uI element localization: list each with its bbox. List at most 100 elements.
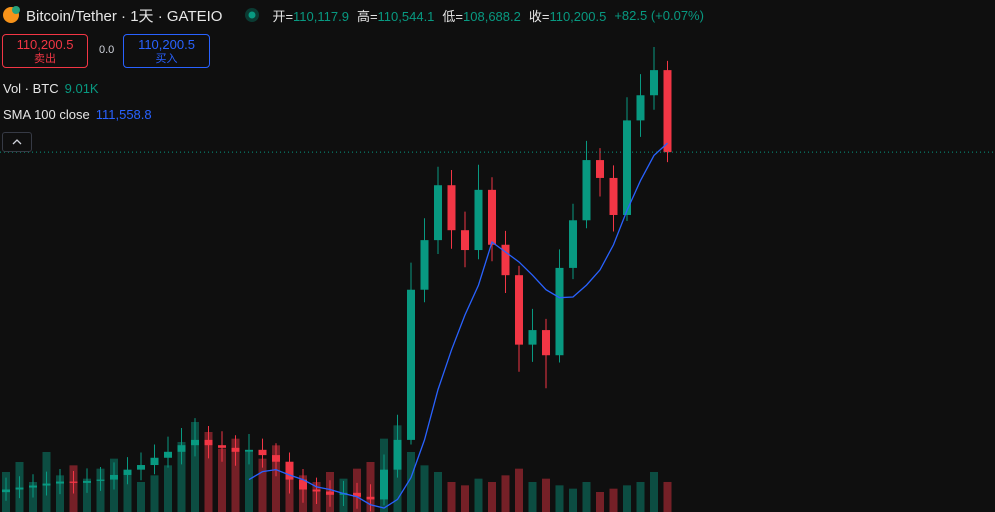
candle-body — [164, 451, 172, 458]
candle-body — [420, 240, 429, 290]
candle-body — [623, 120, 631, 215]
candle-body — [609, 177, 618, 215]
candle-body — [150, 457, 159, 466]
ohlc-label: 开= — [272, 8, 294, 24]
volume-bar — [474, 478, 483, 512]
volume-bar — [447, 482, 456, 512]
ohlc-value: 108,688.2 — [463, 8, 521, 24]
header: Bitcoin/Tether · 1天 · GATEIO 开=110,117.9… — [0, 5, 704, 25]
candle-body — [488, 189, 496, 245]
volume-bar — [623, 485, 631, 512]
ohlc-label: 收= — [528, 8, 550, 24]
volume-bar — [636, 482, 645, 512]
ohlc: 开=110,117.9 高=110,544.1 低=108,688.2 收=110,2… — [264, 6, 606, 25]
volume-bar — [542, 478, 550, 512]
candle-body — [231, 447, 240, 452]
ohlc-item: 低=108,688.2 — [442, 6, 520, 25]
volume-bar — [164, 465, 172, 512]
candle-body — [447, 185, 456, 231]
ohlc-item: 收=110,200.5 — [529, 6, 606, 25]
spread: 0.0 — [99, 44, 115, 56]
ohlc-item: 高=110,544.1 — [357, 6, 434, 25]
volume-bar — [650, 472, 658, 512]
candle-body — [110, 474, 118, 480]
candle-body — [353, 492, 361, 497]
sell-button[interactable]: 110,200.5 卖出 — [2, 34, 88, 68]
ohlc-value: 110,544.1 — [377, 8, 435, 24]
candle-body — [285, 461, 294, 480]
candle-body — [596, 160, 604, 178]
volume-bar — [569, 488, 577, 512]
candle-body — [83, 480, 91, 483]
chevron — [12, 139, 22, 145]
volume-bar — [83, 478, 91, 512]
candle-body — [96, 479, 105, 481]
candle-body — [29, 485, 37, 488]
candle-body — [542, 330, 550, 356]
legend-name: SMA 100 close — [3, 107, 90, 122]
volume-bar — [218, 448, 226, 512]
candle-body — [15, 487, 24, 490]
ohlc-value: 110,200.5 — [549, 8, 607, 24]
candle-body — [258, 449, 267, 456]
symbol-icon — [3, 6, 20, 23]
candle-body — [407, 289, 415, 440]
candle-body — [434, 185, 442, 241]
collapse-button[interactable] — [2, 132, 32, 152]
volume-bar — [582, 482, 591, 512]
candle-body — [123, 469, 132, 475]
candle-body — [218, 445, 226, 448]
legend-name: Vol · BTC — [3, 81, 59, 96]
buy-button[interactable]: 110,200.5 买入 — [123, 34, 210, 68]
candle-body — [650, 70, 658, 96]
ohlc-item: 开=110,117.9 — [272, 6, 349, 25]
candle-body — [528, 330, 537, 345]
candle-body — [366, 496, 375, 500]
candle-body — [177, 445, 186, 452]
candle-body — [380, 469, 388, 500]
candle-body — [555, 267, 564, 356]
candle-body — [204, 439, 213, 446]
candle-body — [299, 479, 307, 490]
legend-value: 111,558.8 — [95, 107, 152, 122]
volume-bar — [123, 472, 132, 512]
candle-body — [191, 439, 199, 446]
candle-body — [393, 439, 402, 470]
volume-bar — [663, 481, 672, 512]
candle-body — [636, 95, 645, 121]
volume-bar — [204, 432, 213, 512]
buy-price: 110,200.5 — [138, 37, 195, 52]
candle-body — [312, 489, 321, 492]
volume-bar — [258, 458, 267, 512]
ohlc-value: 110,117.9 — [293, 8, 349, 24]
candle-body — [582, 160, 591, 221]
volume-bar — [596, 492, 604, 512]
candle-body — [501, 244, 510, 276]
legend-value: 9.01K — [64, 81, 99, 96]
volume-bar — [461, 485, 469, 512]
ohlc-label: 高= — [356, 8, 378, 24]
volume-bar — [488, 482, 496, 512]
sell-label: 卖出 — [34, 53, 56, 65]
live-dot — [245, 8, 260, 22]
volume-bar — [434, 472, 442, 512]
candle-body — [474, 189, 483, 251]
candle-body — [663, 70, 672, 153]
sma-line — [248, 142, 668, 509]
legend-volume[interactable]: Vol · BTC 9.01K — [3, 81, 99, 96]
volume-bar — [231, 438, 240, 512]
volume-bar — [407, 452, 415, 512]
candle-body — [56, 481, 64, 484]
sell-price: 110,200.5 — [16, 37, 74, 52]
volume-bar — [555, 485, 564, 512]
symbol[interactable]: Bitcoin/Tether · 1天 · GATEIO — [26, 7, 223, 25]
candle-body — [272, 455, 280, 462]
candle-body — [245, 449, 253, 452]
candle-body — [569, 220, 577, 268]
volume-bar — [609, 488, 618, 512]
legend-sma[interactable]: SMA 100 close 111,558.8 — [3, 107, 152, 122]
ohlc-label: 低= — [442, 8, 464, 24]
volume-bar — [515, 468, 523, 512]
